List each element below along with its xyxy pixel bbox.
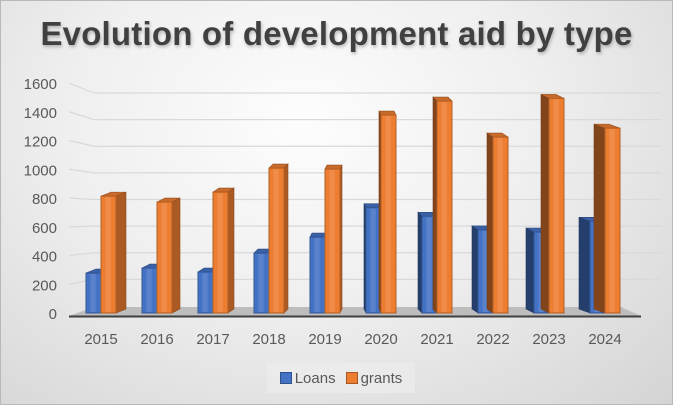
gridline	[68, 139, 661, 147]
y-axis: 0 200 400 600 800 1000 1200 1400 1600	[24, 76, 57, 323]
bar-highlight	[553, 99, 559, 312]
y-tick-label: 1000	[24, 162, 57, 179]
bar-highlight	[370, 208, 376, 312]
bar-grants-2018	[268, 163, 289, 314]
bar-loans-2020	[363, 203, 382, 314]
bar-highlight	[258, 254, 264, 312]
bar-side	[471, 225, 479, 314]
bar-highlight	[90, 274, 96, 312]
x-axis: 2015 2016 2017 2018 2019 2020 2021 2022 2023 2024	[84, 331, 621, 348]
bar-front	[268, 167, 285, 314]
bar-highlight	[146, 269, 152, 312]
x-tick-label: 2023	[532, 331, 565, 348]
y-tick-label: 1400	[24, 105, 57, 122]
x-tick-label: 2015	[84, 331, 117, 348]
bar-highlight	[609, 129, 615, 312]
bar-grants-2022	[486, 132, 509, 314]
bar-loans-2019	[309, 232, 328, 314]
x-tick-label: 2018	[252, 331, 285, 348]
bar-top	[363, 203, 382, 208]
bar-side	[227, 187, 235, 314]
bar-side	[593, 123, 606, 314]
bar-highlight	[329, 170, 335, 312]
bar-top	[378, 110, 397, 116]
y-tick-label: 0	[49, 306, 57, 323]
bar-front	[492, 136, 509, 314]
bar-side	[578, 216, 591, 314]
legend-item-grants: grants	[345, 369, 403, 387]
bar-side	[525, 227, 535, 314]
legend-label-grants: grants	[360, 369, 403, 387]
gridline	[68, 197, 661, 201]
bar-front	[100, 195, 117, 314]
bar-grants-2019	[324, 164, 343, 314]
legend-item-loans: Loans	[279, 369, 336, 387]
bar-front	[380, 114, 397, 314]
bar-grants-2017	[212, 187, 235, 314]
bar-highlight	[441, 102, 447, 312]
gridline	[68, 111, 661, 121]
gridlines	[68, 82, 661, 285]
gridline	[68, 168, 661, 174]
bar-highlight	[482, 230, 488, 312]
legend-swatch-grants	[345, 372, 358, 384]
y-tick-label: 800	[32, 191, 57, 208]
bar-front	[324, 168, 341, 314]
bar-grants-2016	[156, 197, 181, 314]
bar-front	[604, 127, 621, 314]
bar-highlight	[426, 217, 432, 312]
legend-swatch-loans	[279, 372, 292, 384]
bar-side	[540, 93, 550, 314]
bar-front	[436, 100, 453, 314]
x-tick-label: 2016	[140, 331, 173, 348]
bar-side	[115, 191, 127, 314]
y-tick-label: 200	[32, 277, 57, 294]
bar-side	[283, 163, 289, 314]
bars	[85, 93, 621, 314]
bar-grants-2024	[593, 123, 621, 314]
x-tick-label: 2017	[196, 331, 229, 348]
bar-highlight	[273, 169, 279, 312]
bar-side	[171, 197, 181, 314]
bar-side	[417, 211, 423, 314]
y-tick-label: 1600	[24, 76, 57, 93]
legend-label-loans: Loans	[294, 369, 336, 387]
bar-highlight	[202, 273, 208, 312]
bar-highlight	[217, 193, 223, 312]
x-tick-label: 2024	[588, 331, 621, 348]
bar-highlight	[385, 116, 391, 312]
bar-highlight	[314, 238, 320, 312]
bar-side	[432, 96, 438, 314]
legend: Loans grants	[267, 363, 415, 393]
y-tick-label: 600	[32, 220, 57, 237]
chart-title: Evolution of development aid by type	[40, 15, 633, 52]
bar-front	[212, 191, 229, 314]
bar-grants-2023	[540, 93, 565, 314]
bar-side	[486, 132, 494, 314]
bar-top	[309, 232, 328, 238]
y-tick-label: 1200	[24, 134, 57, 151]
bar-front	[548, 97, 565, 314]
bar-grants-2020	[378, 110, 397, 314]
bar-grants-2021	[432, 96, 453, 314]
bar-grants-2015	[100, 191, 127, 314]
gridline	[68, 82, 661, 94]
y-tick-label: 400	[32, 249, 57, 266]
bar-highlight	[105, 197, 111, 312]
x-tick-label: 2020	[364, 331, 397, 348]
bar-highlight	[497, 138, 503, 312]
x-tick-label: 2019	[308, 331, 341, 348]
bar-highlight	[161, 203, 167, 312]
bar-front	[156, 201, 173, 314]
x-tick-label: 2022	[476, 331, 509, 348]
bar-top	[324, 164, 343, 170]
x-tick-label: 2021	[420, 331, 453, 348]
